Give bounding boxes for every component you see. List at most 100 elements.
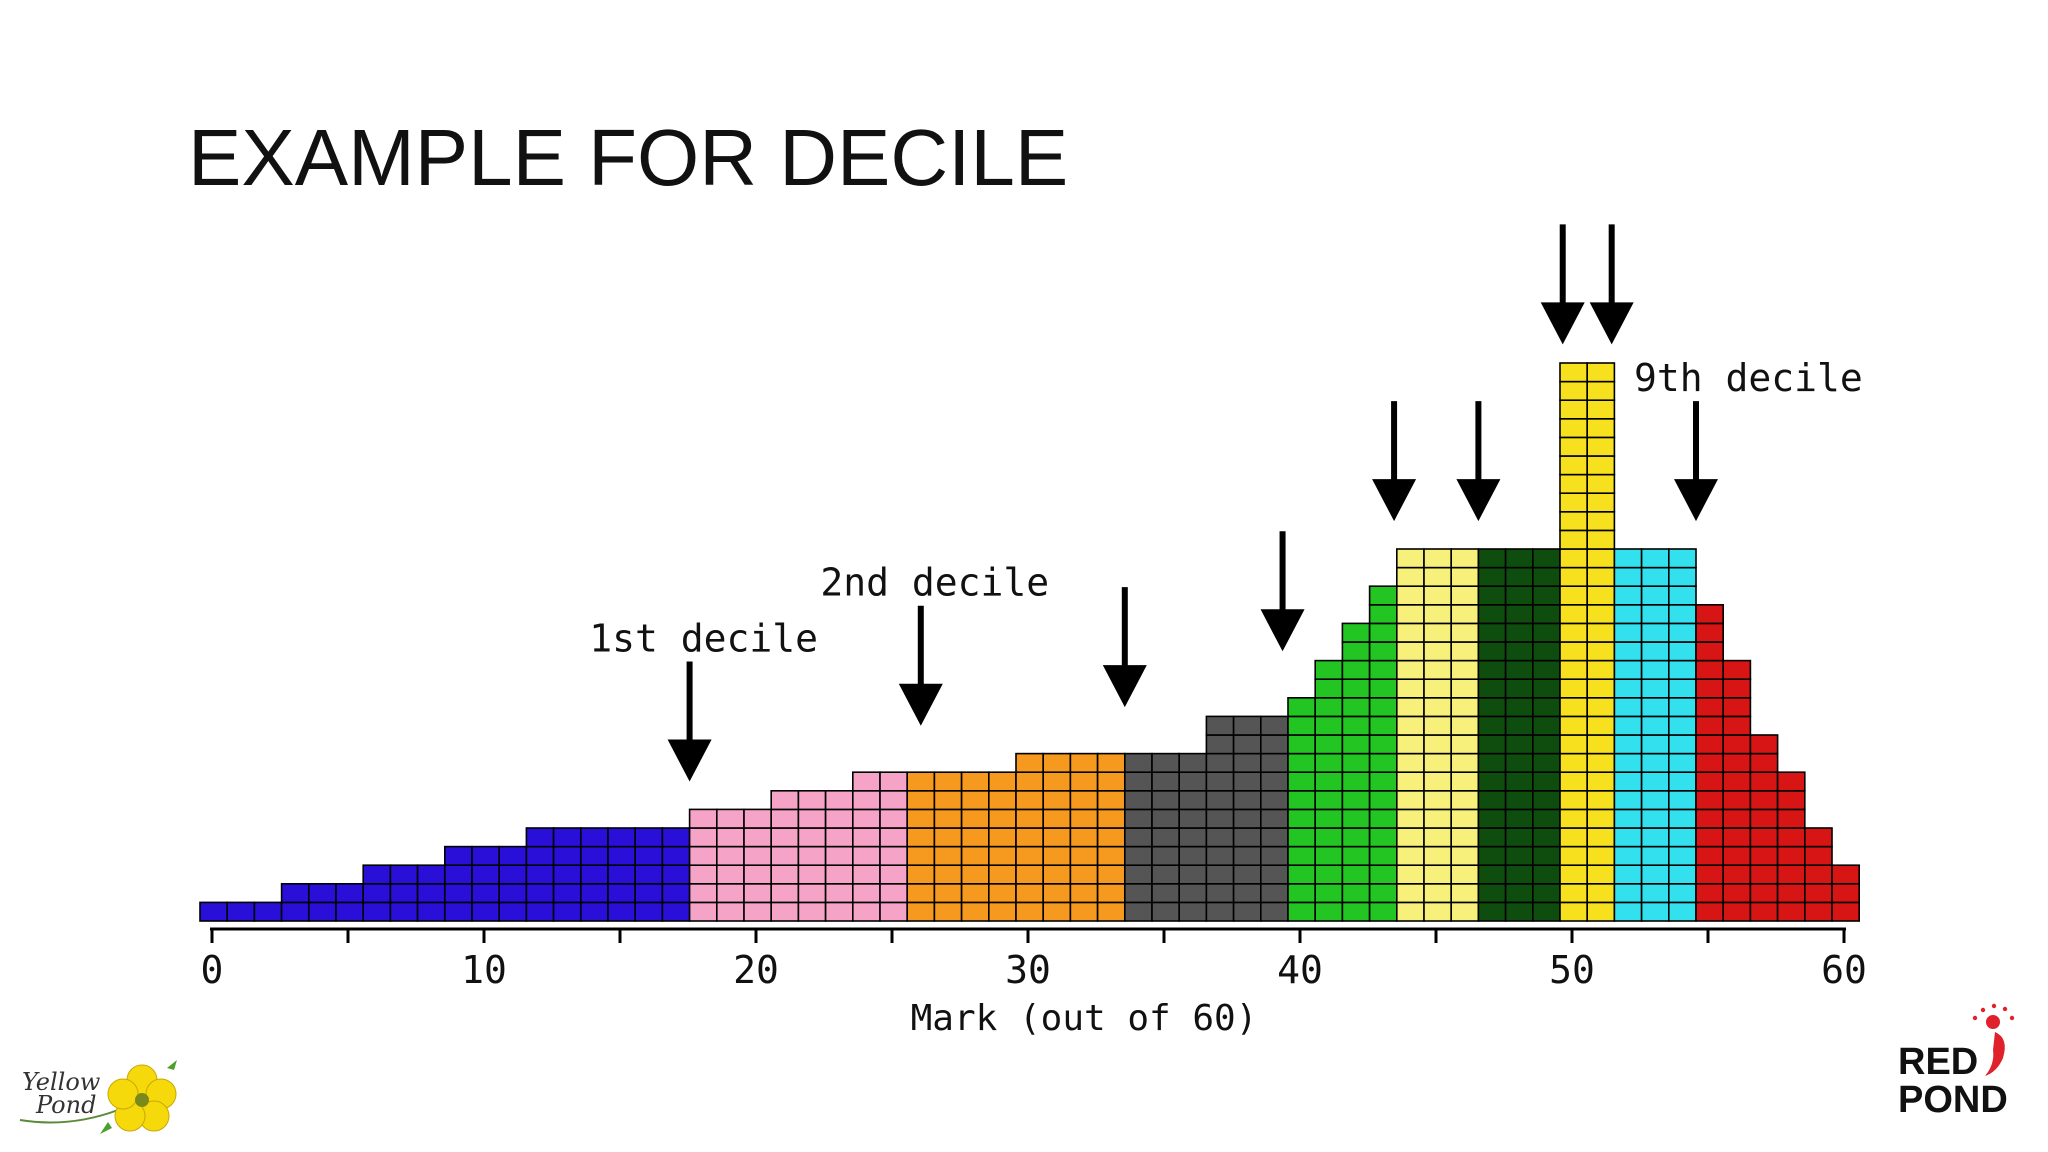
cell [1586, 641, 1616, 662]
cell [443, 901, 473, 922]
cell [879, 882, 909, 904]
cell [1205, 715, 1235, 736]
cell [552, 882, 582, 904]
cell [1151, 771, 1181, 792]
cell [906, 901, 936, 922]
cell [688, 827, 718, 848]
cell [1450, 864, 1480, 885]
cell [1423, 752, 1453, 773]
cell [1260, 827, 1289, 848]
cell [1423, 734, 1453, 755]
bin-23 [1776, 771, 1806, 922]
cell [1232, 715, 1262, 736]
cell [743, 901, 773, 922]
cell [1504, 882, 1534, 904]
cell [1532, 603, 1561, 625]
cell [1477, 789, 1507, 811]
cell [1504, 696, 1534, 718]
cell [1640, 789, 1670, 811]
cell [1450, 789, 1480, 811]
cell [1396, 641, 1425, 662]
cell [307, 882, 337, 904]
bin-22 [1749, 734, 1779, 922]
cell [1205, 901, 1235, 922]
cell [1450, 734, 1480, 755]
bin-13 [1314, 659, 1344, 922]
cell [987, 864, 1017, 885]
cell [525, 864, 555, 885]
cell [1368, 901, 1398, 922]
cell [1205, 752, 1235, 773]
cell [1178, 789, 1208, 811]
cell [1613, 882, 1643, 904]
cell [1477, 641, 1507, 662]
cell [1423, 622, 1453, 643]
cell [1178, 845, 1208, 866]
cell [1124, 882, 1153, 904]
cell [579, 845, 609, 866]
cell [1151, 789, 1181, 811]
cell [1450, 659, 1480, 680]
cell [1613, 566, 1643, 587]
cell [1314, 789, 1344, 811]
cell [770, 845, 800, 866]
cell [1205, 845, 1235, 866]
cell [797, 901, 827, 922]
cell [199, 901, 229, 922]
cell [770, 789, 800, 811]
cell [389, 864, 419, 885]
cell [1695, 734, 1725, 755]
cell [1423, 901, 1453, 922]
cell [1776, 827, 1806, 848]
cell [1613, 715, 1643, 736]
cell [1396, 659, 1425, 680]
cell [280, 882, 310, 904]
cell [1668, 808, 1697, 829]
cell [1559, 641, 1589, 662]
cell [1450, 678, 1480, 699]
cell [1695, 901, 1725, 922]
cell [1613, 659, 1643, 680]
cell [879, 808, 909, 829]
cell [933, 901, 963, 922]
cell [1205, 882, 1235, 904]
cell [1096, 827, 1126, 848]
cell [1504, 548, 1534, 569]
cell [1396, 696, 1425, 718]
cell [1341, 622, 1371, 643]
cell [770, 901, 800, 922]
cell [1586, 808, 1616, 829]
cell [1260, 715, 1289, 736]
cell [1559, 808, 1589, 829]
cell [1178, 864, 1208, 885]
cell [280, 901, 310, 922]
cell [389, 901, 419, 922]
cell [1314, 864, 1344, 885]
cell [1559, 492, 1589, 513]
cell [1776, 808, 1806, 829]
cell [1124, 864, 1153, 885]
cell [1260, 734, 1289, 755]
cell [1586, 715, 1616, 736]
cell [1695, 827, 1725, 848]
cell [1668, 789, 1697, 811]
cell [307, 901, 337, 922]
cell [1722, 845, 1752, 866]
cell [1396, 864, 1425, 885]
cell [1096, 808, 1126, 829]
cell [1559, 696, 1589, 718]
cell [1368, 659, 1398, 680]
cell [1532, 789, 1561, 811]
cell [797, 845, 827, 866]
cell [1532, 659, 1561, 680]
cell [1532, 771, 1561, 792]
cell [1069, 901, 1099, 922]
cell [1586, 882, 1616, 904]
cell [1314, 659, 1344, 680]
cell [661, 864, 691, 885]
cell [1096, 845, 1126, 866]
x-tick-label: 60 [1821, 948, 1867, 992]
cell [1586, 771, 1616, 792]
cell [1477, 678, 1507, 699]
cell [879, 789, 909, 811]
